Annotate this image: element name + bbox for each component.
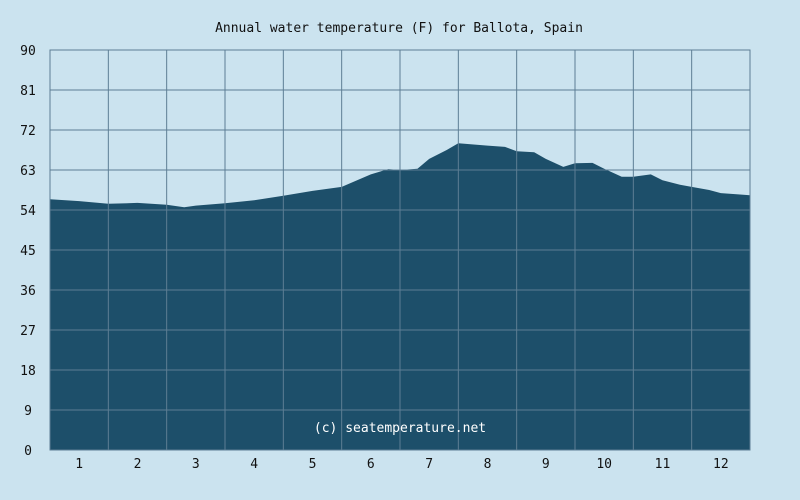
x-tick-label: 3 [192,457,200,472]
watermark: (c) seatemperature.net [314,421,486,436]
y-tick-label: 9 [24,404,32,419]
chart-title: Annual water temperature (F) for Ballota… [215,21,583,36]
x-tick-label: 5 [309,457,317,472]
x-tick-label: 1 [75,457,83,472]
x-tick-label: 8 [484,457,492,472]
y-tick-label: 0 [24,444,32,459]
y-tick-label: 18 [20,364,36,379]
y-tick-label: 45 [20,244,36,259]
x-tick-label: 6 [367,457,375,472]
x-tick-label: 7 [425,457,433,472]
y-tick-label: 36 [20,284,36,299]
y-tick-labels: 0 9 18 27 36 45 54 63 72 81 90 [20,44,36,459]
plot-area-border [49,49,751,451]
x-tick-label: 2 [134,457,142,472]
x-tick-label: 9 [542,457,550,472]
y-tick-label: 72 [20,124,36,139]
y-tick-label: 54 [20,204,36,219]
x-tick-labels: 1 2 3 4 5 6 7 8 9 10 11 12 [75,457,728,472]
y-tick-label: 27 [20,324,36,339]
x-tick-label: 11 [655,457,671,472]
y-tick-label: 90 [20,44,36,59]
y-tick-label: 81 [20,84,36,99]
x-tick-label: 4 [250,457,258,472]
grid-lines [50,50,750,450]
x-tick-label: 12 [713,457,729,472]
x-tick-label: 10 [596,457,612,472]
y-tick-label: 63 [20,164,36,179]
